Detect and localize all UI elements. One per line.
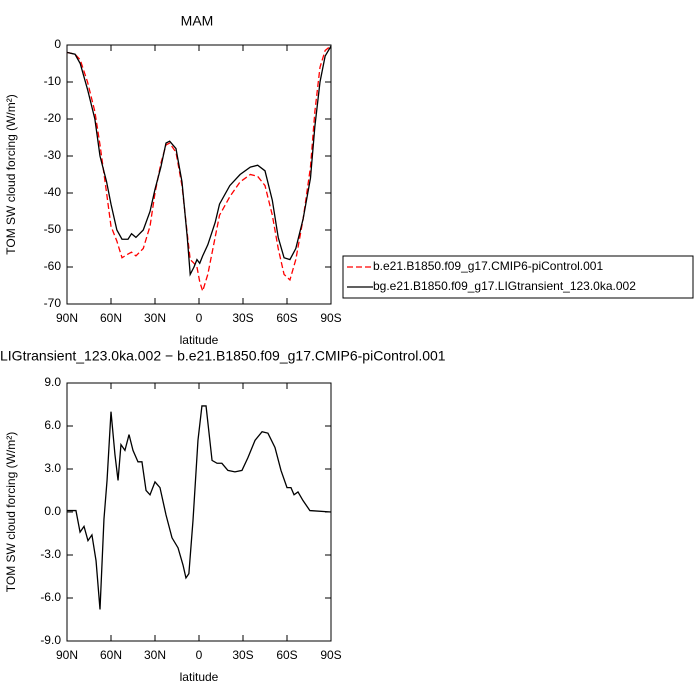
- y-tick-label: -70: [44, 296, 62, 310]
- x-tick-label: 90S: [320, 311, 341, 325]
- data-line: [66, 45, 332, 294]
- y-axis-label: TOM SW cloud forcing (W/m²): [4, 94, 18, 254]
- legend-box: [342, 255, 694, 299]
- chart-title: MAM: [181, 13, 214, 29]
- x-tick-label: 30N: [144, 648, 166, 662]
- x-tick-label: 30N: [144, 311, 166, 325]
- legend-label: b.e21.B1850.f09_g17.CMIP6-piControl.001: [373, 259, 603, 273]
- y-axis-label: TOM SW cloud forcing (W/m²): [4, 432, 18, 592]
- y-tick-label: 0: [54, 37, 61, 51]
- y-tick-label: 9.0: [44, 375, 61, 389]
- y-tick-label: -30: [44, 148, 62, 162]
- y-tick-label: 6.0: [44, 418, 61, 432]
- x-tick-label: 60N: [100, 648, 122, 662]
- x-tick-label: 0: [196, 648, 203, 662]
- data-line: [67, 405, 332, 610]
- x-tick-label: 30S: [232, 311, 253, 325]
- x-tick-label: 0: [196, 311, 203, 325]
- x-axis-label: latitude: [180, 333, 219, 347]
- y-tick-label: -9.0: [40, 633, 61, 647]
- y-tick-label: -50: [44, 222, 62, 236]
- y-tick-label: -20: [44, 111, 62, 125]
- y-tick-label: -60: [44, 259, 62, 273]
- y-tick-label: 0.0: [44, 504, 61, 518]
- legend-label: bg.e21.B1850.f09_g17.LIGtransient_123.0k…: [373, 279, 636, 293]
- y-tick-label: -3.0: [40, 547, 61, 561]
- chart-title: LIGtransient_123.0ka.002 − b.e21.B1850.f…: [0, 348, 446, 364]
- y-tick-label: -40: [44, 185, 62, 199]
- y-tick-label: 3.0: [44, 461, 61, 475]
- x-tick-label: 60S: [276, 648, 297, 662]
- y-tick-label: -6.0: [40, 590, 61, 604]
- x-tick-label: 90N: [56, 648, 78, 662]
- y-tick-label: -10: [44, 74, 62, 88]
- plot-frame: [66, 382, 332, 642]
- plot-frame: [66, 44, 332, 305]
- x-axis-label: latitude: [180, 670, 219, 684]
- data-line: [66, 45, 332, 277]
- x-tick-label: 30S: [232, 648, 253, 662]
- x-tick-label: 60N: [100, 311, 122, 325]
- x-tick-label: 90N: [56, 311, 78, 325]
- x-tick-label: 90S: [320, 648, 341, 662]
- x-tick-label: 60S: [276, 311, 297, 325]
